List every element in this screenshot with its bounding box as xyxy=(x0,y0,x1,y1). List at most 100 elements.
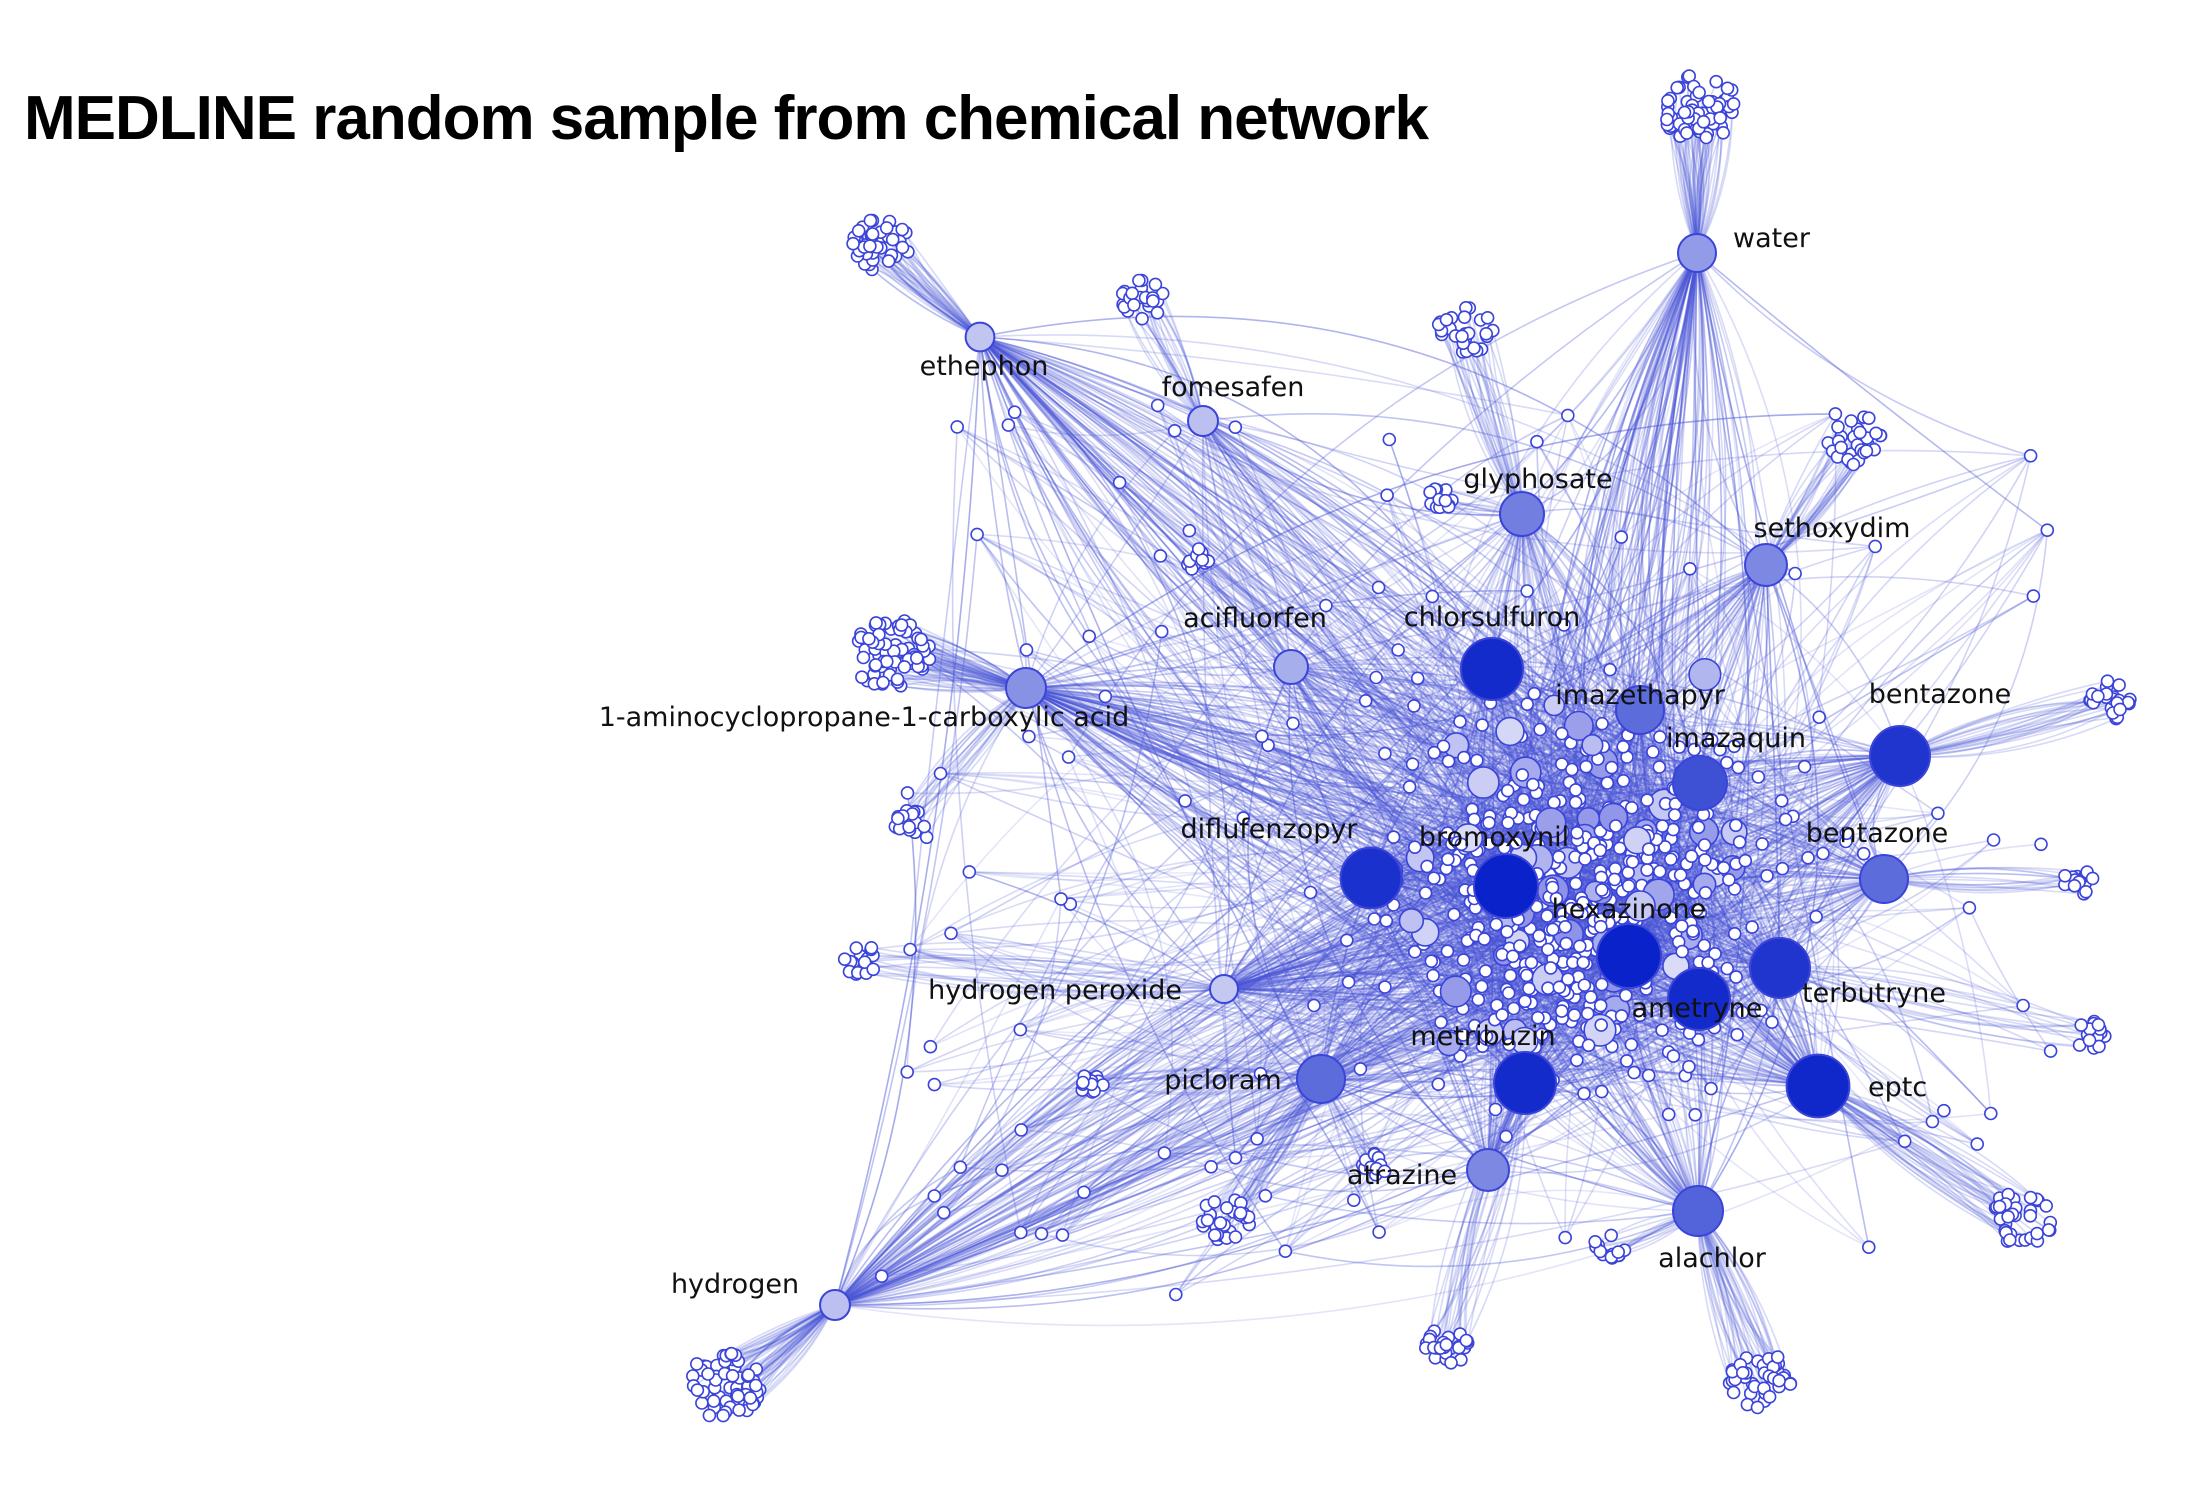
network-edge xyxy=(870,941,1225,990)
network-edge xyxy=(1419,857,1503,1016)
minor-node xyxy=(891,811,905,826)
minor-node xyxy=(1667,808,1682,822)
network-edge xyxy=(1025,687,1507,887)
network-edge xyxy=(1779,967,2082,1028)
minor-node xyxy=(1077,1185,1091,1200)
network-edge xyxy=(951,426,1022,1233)
minor-node xyxy=(1518,994,1532,1009)
minor-node xyxy=(1788,566,1802,581)
network-edge xyxy=(1459,1082,1526,1360)
minor-node xyxy=(1307,998,1321,1013)
network-edge xyxy=(1622,746,1781,969)
minor-node xyxy=(900,786,915,800)
network-edge xyxy=(1779,967,2090,1042)
network-edge xyxy=(834,975,1579,1306)
minor-node xyxy=(1666,1049,1681,1063)
network-edge xyxy=(1067,252,1698,758)
minor-node xyxy=(1588,1235,1602,1249)
network-edge xyxy=(1159,555,1699,1212)
network-edge xyxy=(1025,687,1569,935)
network-edge xyxy=(1639,709,1885,880)
network-edge xyxy=(1243,817,1607,846)
minor-node xyxy=(856,650,871,665)
network-edge xyxy=(1521,513,1647,832)
network-edge xyxy=(1817,1085,2047,1207)
network-edge xyxy=(1466,1082,1527,1342)
minor-node xyxy=(1563,710,1594,741)
minor-node xyxy=(1616,739,1630,754)
minor-node xyxy=(702,1408,717,1423)
minor-node xyxy=(689,1357,704,1371)
network-edge xyxy=(976,533,1292,668)
network-edge xyxy=(1320,1060,1627,1083)
network-edge xyxy=(979,336,1322,1080)
minor-node xyxy=(1500,924,1514,939)
minor-node xyxy=(1704,1081,1718,1096)
network-edge xyxy=(834,860,1522,1306)
minor-node xyxy=(1439,312,1454,327)
minor-node xyxy=(2112,678,2126,692)
network-edge xyxy=(834,1059,1577,1306)
network-edge xyxy=(834,865,1499,1306)
network-edge xyxy=(1561,733,1737,865)
minor-node xyxy=(914,632,928,647)
minor-node xyxy=(1228,420,1243,435)
network-edge xyxy=(1025,687,1387,922)
network-edge xyxy=(1697,967,1781,1212)
minor-node xyxy=(1673,868,1688,882)
minor-node xyxy=(1471,992,1486,1007)
minor-node xyxy=(865,227,880,241)
minor-node xyxy=(1233,1206,1248,1220)
minor-node xyxy=(1683,561,1697,576)
minor-node xyxy=(1726,97,1741,111)
minor-node xyxy=(2041,1223,2056,1237)
minor-node xyxy=(1677,105,1692,120)
network-edge xyxy=(1320,899,1597,1080)
network-edge xyxy=(1513,907,1781,969)
minor-node xyxy=(1405,757,1420,772)
network-edge xyxy=(1202,420,1663,827)
minor-node xyxy=(1258,1189,1273,1203)
network-edge xyxy=(1025,420,1204,689)
network-edge xyxy=(979,336,1569,935)
network-edge xyxy=(1487,998,1700,1171)
minor-node xyxy=(2091,689,2105,704)
network-edge xyxy=(1425,1082,1526,1349)
hub-node xyxy=(1615,685,1665,735)
network-edge xyxy=(1674,87,1698,254)
network-edge xyxy=(1601,529,2048,1093)
network-edge xyxy=(852,956,1225,990)
network-edge xyxy=(1202,420,1526,1041)
minor-node xyxy=(1595,883,1609,897)
network-edge xyxy=(1025,687,1173,1154)
network-edge xyxy=(979,336,1090,637)
minor-node xyxy=(1456,1028,1471,1042)
network-edge xyxy=(834,899,1485,1306)
network-edge xyxy=(834,967,1781,1306)
network-edge xyxy=(1025,252,1698,689)
network-edge xyxy=(1104,695,1489,1171)
minor-node xyxy=(1154,624,1169,639)
network-edge xyxy=(979,336,1372,879)
network-edge xyxy=(1521,513,1648,832)
network-edge xyxy=(1223,988,1524,1073)
minor-node xyxy=(1519,968,1534,983)
network-edge xyxy=(1223,961,1435,990)
minor-node xyxy=(731,1389,745,1403)
network-edge xyxy=(1256,668,1493,1139)
minor-node xyxy=(1278,1244,1293,1258)
network-edge xyxy=(873,968,1225,997)
minor-node xyxy=(1146,294,1160,308)
minor-node xyxy=(1347,1193,1361,1207)
network-edge xyxy=(1450,252,1698,1037)
network-edge xyxy=(1223,988,1526,1084)
network-edge xyxy=(1020,878,1616,1034)
minor-node xyxy=(2092,1039,2106,1054)
node-label: acifluorfen xyxy=(1183,603,1327,634)
hub-node xyxy=(1187,405,1219,437)
network-edge xyxy=(834,782,1701,1306)
minor-node xyxy=(1584,990,1598,1004)
minor-node xyxy=(1195,553,1210,567)
network-edge xyxy=(1202,413,1767,566)
minor-node xyxy=(1501,815,1515,830)
